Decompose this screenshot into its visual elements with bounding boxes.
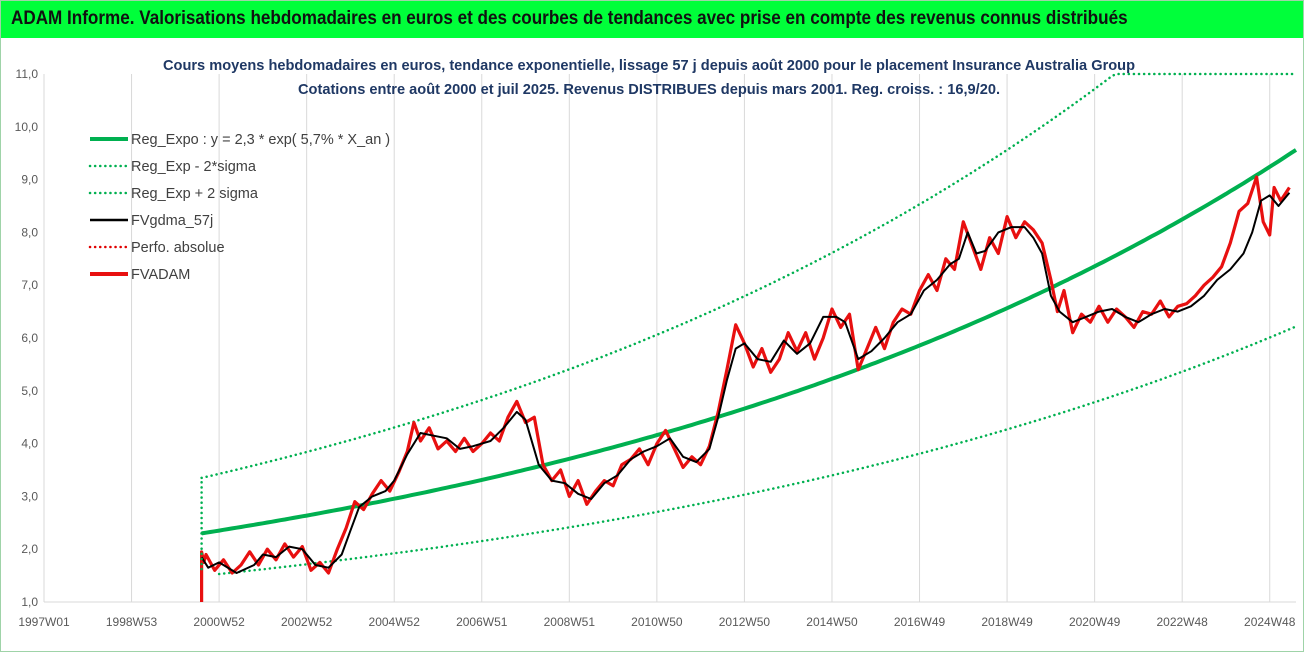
series-lines <box>200 72 1298 602</box>
y-tick-label: 10,0 <box>15 120 39 134</box>
series-line-3 <box>200 192 1291 574</box>
chart-title-line-2: Cotations entre août 2000 et juil 2025. … <box>298 81 1000 98</box>
y-tick-label: 11,0 <box>16 67 39 81</box>
legend-label: Reg_Exp - 2*sigma <box>131 159 257 175</box>
x-tick-label: 2024W48 <box>1244 615 1296 629</box>
x-tick-label: 2018W49 <box>981 615 1033 629</box>
report-banner: ADAM Informe. Valorisations hebdomadaire… <box>1 1 1303 38</box>
chart-title: Cours moyens hebdomadaires en euros, ten… <box>163 57 1135 98</box>
legend-label: FVADAM <box>131 267 190 283</box>
chart-title-line-1: Cours moyens hebdomadaires en euros, ten… <box>163 57 1135 74</box>
y-tick-labels: 1,0 2,0 3,0 4,0 5,0 6,0 7,0 8,0 9,0 10,0 11,0 <box>15 67 39 609</box>
x-tick-label: 2012W50 <box>719 615 771 629</box>
legend-label: FVgdma_57j <box>131 213 213 229</box>
x-tick-label: 2022W48 <box>1156 615 1208 629</box>
y-tick-label: 1,0 <box>21 595 38 609</box>
x-tick-label: 1998W53 <box>106 615 158 629</box>
x-tick-label: 1997W01 <box>18 615 70 629</box>
x-tick-labels: 1997W01 1998W53 2000W52 2002W52 2004W52 2006W… <box>18 615 1295 629</box>
y-tick-label: 6,0 <box>21 331 38 345</box>
x-tick-label: 2010W50 <box>631 615 683 629</box>
series-line-1 <box>217 325 1298 576</box>
legend-label: Perfo. absolue <box>131 240 225 256</box>
legend-label: Reg_Exp + 2 sigma <box>131 186 259 202</box>
x-tick-label: 2008W51 <box>544 615 596 629</box>
x-tick-label: 2006W51 <box>456 615 508 629</box>
y-tick-label: 4,0 <box>21 437 38 451</box>
y-tick-label: 5,0 <box>21 384 38 398</box>
x-tick-label: 2004W52 <box>369 615 421 629</box>
x-tick-label: 2020W49 <box>1069 615 1121 629</box>
y-tick-label: 7,0 <box>21 278 38 292</box>
y-tick-label: 2,0 <box>21 542 38 556</box>
axes <box>43 74 1296 603</box>
report-banner-title: ADAM Informe. Valorisations hebdomadaire… <box>11 8 1128 29</box>
legend: Reg_Expo : y = 2,3 * exp( 5,7% * X_an ) R… <box>88 132 390 283</box>
x-tick-label: 2002W52 <box>281 615 333 629</box>
series-line-5 <box>200 175 1291 602</box>
x-tick-label: 2000W52 <box>193 615 245 629</box>
grid-lines <box>43 74 1271 602</box>
y-tick-label: 3,0 <box>21 489 38 503</box>
series-line-2 <box>200 72 1298 480</box>
series-line-0 <box>201 148 1298 536</box>
y-tick-label: 8,0 <box>21 225 38 239</box>
legend-label: Reg_Expo : y = 2,3 * exp( 5,7% * X_an ) <box>131 132 390 148</box>
x-tick-label: 2016W49 <box>894 615 946 629</box>
x-tick-label: 2014W50 <box>806 615 858 629</box>
y-tick-label: 9,0 <box>21 173 38 187</box>
